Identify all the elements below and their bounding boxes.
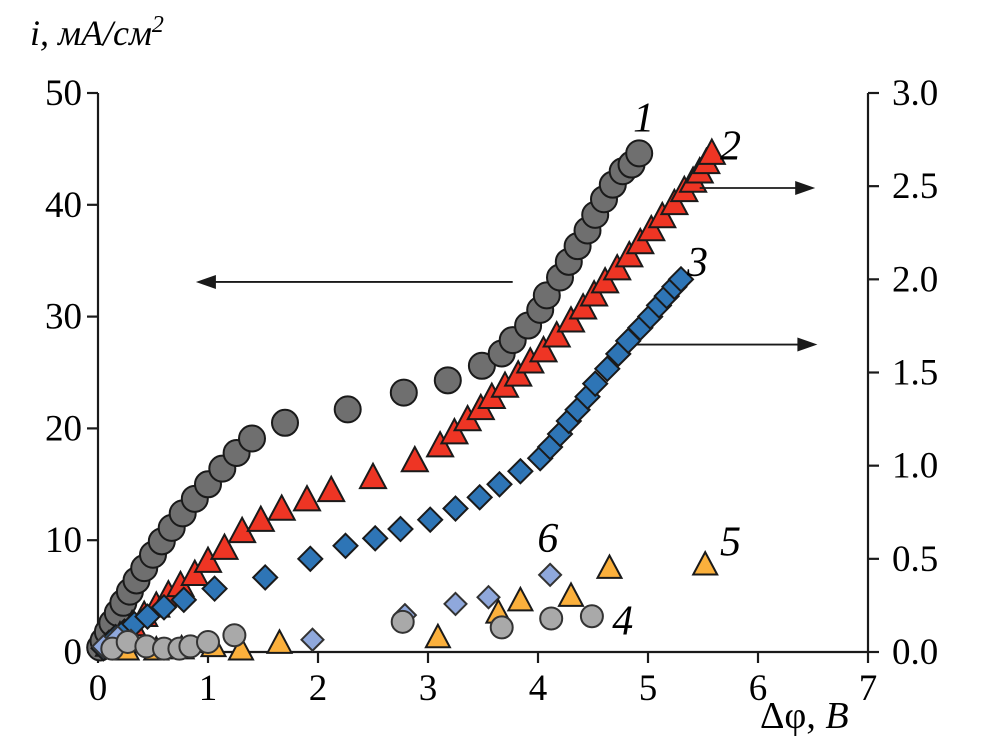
series-3-point [466,483,494,511]
series-1-point [238,424,266,453]
series-1-point [389,378,418,407]
series-4 [100,604,604,661]
series-3-point [416,506,444,534]
right-axis-tick-label-0: 0.0 [892,632,938,673]
right-axis-arrow-series3 [637,337,818,352]
series-2-point [267,493,297,521]
series-5-point [506,585,535,612]
series-3-point [442,495,469,522]
series-5-point [265,628,294,654]
series-1 [86,139,654,662]
x-axis-tick-label-5: 5 [639,668,658,709]
left-y-axis-title: i, мА/см2 [30,12,164,54]
right-axis-arrow-series2-head [795,181,816,196]
series-4-point [222,623,247,648]
series-3-point [134,603,161,631]
series-1-point [625,139,654,168]
series-3-point [486,470,513,498]
series-3-point [361,524,389,552]
series-5-point [557,581,585,607]
series-2-point [316,474,346,503]
series-3-point [296,545,324,573]
series-6-point [476,584,501,610]
left-y-axis-title-text: i, мА/см [30,13,152,53]
series-2-point [246,504,276,532]
series-6-point [443,591,468,617]
left-axis-arrow [195,274,513,289]
x-axis-tick-label-6: 6 [749,668,768,709]
series-3-point [170,586,198,614]
right-axis-tick-label-5: 2.5 [892,166,938,207]
series-3-point [332,532,359,560]
right-axis-tick-label-2: 1.0 [892,446,938,487]
x-axis-tick-label-7: 7 [859,668,878,709]
series-label-5: 5 [720,519,741,565]
series-4-point [196,629,220,654]
series-4-point [539,606,564,631]
right-axis-tick-label-4: 2.0 [892,259,938,300]
series-3-point [667,265,695,293]
series-2-point [697,137,727,165]
series-1-point [271,408,299,437]
series-5-point [595,553,624,579]
left-axis-tick-label-3: 30 [45,297,82,338]
left-y-axis-title-sup: 2 [151,12,164,38]
left-axis-tick-label-4: 40 [45,185,82,226]
series-1-point [433,366,462,395]
left-axis-tick-label-2: 20 [45,408,82,449]
series-1-point [467,351,496,380]
series-4-point [390,609,415,634]
series-2-point [209,532,240,560]
series-6-point [300,627,325,653]
x-axis-tick-label-1: 1 [199,668,218,709]
x-axis-title-symbol: Δφ, [760,695,816,737]
series-4-point [489,615,514,640]
x-axis-title: Δφ, В [760,694,849,738]
series-3-point [150,593,178,621]
series-3-point [251,564,279,591]
series-label-6: 6 [537,516,558,562]
x-axis-tick-label-0: 0 [89,668,108,709]
left-axis-arrow-head [195,274,216,289]
right-axis-tick-label-3: 1.5 [892,353,938,394]
right-axis-arrow-series2 [699,181,816,196]
series-label-1: 1 [633,96,654,142]
x-axis-tick-label-3: 3 [419,668,438,709]
right-axis-tick-label-1: 0.5 [892,539,938,580]
x-axis-tick-label-2: 2 [309,668,328,709]
x-axis-title-unit: В [825,695,849,737]
series-3-point [201,575,229,603]
series-3-point [506,457,534,485]
series-label-3: 3 [686,240,708,286]
x-axis-tick-label-4: 4 [529,668,548,709]
series-2-point [542,320,572,348]
series-3-point [387,515,414,543]
series-3-point [593,355,621,383]
series-5-point [227,634,255,661]
series-6-point [537,562,563,588]
left-axis-tick-label-5: 50 [45,73,82,114]
series-label-4: 4 [612,599,633,645]
series-5-point [424,622,452,649]
series-3-point [581,370,609,398]
series-1-point [333,395,362,424]
series-2-point [528,334,559,363]
series-label-2: 2 [720,124,741,170]
series-2-point [358,461,388,490]
series-5-point [691,549,719,576]
series-2-point [400,444,430,473]
left-axis-tick-label-0: 0 [64,632,83,673]
series-3 [90,265,695,662]
left-axis-tick-label-1: 10 [45,520,82,561]
series-2-point [292,483,322,512]
series-4-point [579,604,604,629]
right-axis-arrow-series3-head [797,337,818,352]
right-axis-tick-label-6: 3.0 [892,73,938,114]
